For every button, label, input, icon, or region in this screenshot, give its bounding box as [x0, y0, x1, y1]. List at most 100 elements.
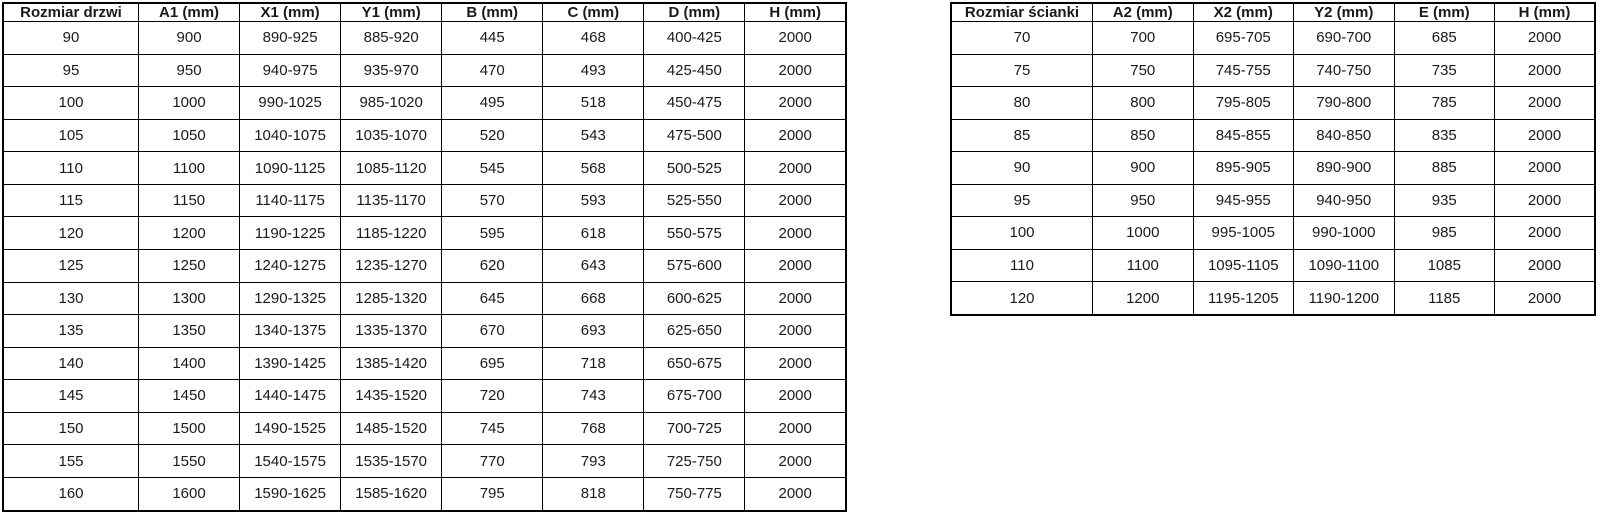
- wall-table-head: Rozmiar ścianki A2 (mm) X2 (mm) Y2 (mm) E (m…: [950, 2, 1596, 22]
- table-cell: 745-755: [1192, 53, 1294, 87]
- table-cell: 75: [950, 53, 1093, 87]
- table-cell: 1085-1120: [340, 151, 443, 185]
- table-cell: 518: [542, 86, 645, 120]
- table-cell: 525-550: [643, 183, 746, 218]
- table-cell: 1100: [137, 151, 241, 185]
- column-header: H (mm): [1494, 2, 1596, 22]
- table-row: 100 1000 995-1005 990-1000 985 2000: [950, 216, 1596, 250]
- column-header: Y1 (mm): [340, 2, 443, 22]
- table-row: 95 950 945-955 940-950 935 2000: [950, 183, 1596, 217]
- table-cell: 1400: [137, 346, 241, 381]
- table-cell: 1035-1070: [340, 118, 443, 153]
- table-cell: 400-425: [643, 21, 746, 55]
- table-cell: 595: [441, 216, 544, 250]
- table-row: 110 1100 1095-1105 1090-1100 1085 2000: [950, 248, 1596, 282]
- table-cell: 770: [441, 444, 544, 478]
- table-cell: 985: [1393, 216, 1495, 250]
- table-cell: 1300: [137, 281, 241, 316]
- table-cell: 1435-1520: [340, 379, 443, 413]
- table-cell: 600-625: [643, 281, 746, 316]
- table-cell: 543: [542, 118, 645, 153]
- table-cell: 645: [441, 281, 544, 316]
- table-cell: 2000: [1494, 21, 1596, 55]
- table-cell: 90: [950, 151, 1093, 185]
- table-cell: 95: [950, 183, 1093, 217]
- table-cell: 800: [1092, 86, 1194, 120]
- table-cell: 785: [1393, 86, 1495, 120]
- table-cell: 1185-1220: [340, 216, 443, 250]
- table-cell: 110: [2, 151, 139, 185]
- table-cell: 790-800: [1293, 86, 1395, 120]
- table-cell: 570: [441, 183, 544, 218]
- table-cell: 1190-1200: [1293, 281, 1395, 316]
- table-cell: 643: [542, 248, 645, 283]
- table-cell: 685: [1393, 21, 1495, 55]
- table-cell: 493: [542, 53, 645, 88]
- table-row: 75 750 745-755 740-750 735 2000: [950, 53, 1596, 87]
- table-cell: 1150: [137, 183, 241, 218]
- table-cell: 1440-1475: [239, 379, 342, 413]
- table-cell: 1285-1320: [340, 281, 443, 316]
- table-cell: 95: [2, 53, 139, 88]
- table-cell: 1340-1375: [239, 314, 342, 348]
- table-row: 120 1200 1190-1225 1185-1220 595 618 550-575 20…: [2, 216, 847, 250]
- header-row: Rozmiar ścianki A2 (mm) X2 (mm) Y2 (mm) E (m…: [950, 2, 1596, 22]
- table-cell: 2000: [744, 314, 847, 348]
- table-row: 125 1250 1240-1275 1235-1270 620 643 575-600 20…: [2, 248, 847, 283]
- table-cell: 445: [441, 21, 544, 55]
- table-cell: 743: [542, 379, 645, 413]
- table-row: 95 950 940-975 935-970 470 493 425-450 2000: [2, 53, 847, 88]
- table-row: 80 800 795-805 790-800 785 2000: [950, 86, 1596, 120]
- table-cell: 520: [441, 118, 544, 153]
- table-cell: 818: [542, 476, 645, 512]
- table-cell: 985-1020: [340, 86, 443, 120]
- table-cell: 940-950: [1293, 183, 1395, 217]
- table-cell: 125: [2, 248, 139, 283]
- table-cell: 2000: [744, 53, 847, 88]
- table-cell: 2000: [744, 183, 847, 218]
- table-cell: 793: [542, 444, 645, 478]
- table-cell: 995-1005: [1192, 216, 1294, 250]
- table-cell: 1535-1570: [340, 444, 443, 478]
- table-cell: 105: [2, 118, 139, 153]
- table-cell: 2000: [744, 86, 847, 120]
- table-cell: 2000: [744, 281, 847, 316]
- table-cell: 2000: [1494, 248, 1596, 282]
- table-cell: 1040-1075: [239, 118, 342, 153]
- table-cell: 115: [2, 183, 139, 218]
- table-cell: 593: [542, 183, 645, 218]
- table-cell: 2000: [1494, 53, 1596, 87]
- table-cell: 90: [2, 21, 139, 55]
- table-cell: 110: [950, 248, 1093, 282]
- table-row: 105 1050 1040-1075 1035-1070 520 543 475-500 20…: [2, 118, 847, 153]
- table-cell: 1200: [137, 216, 241, 250]
- table-cell: 1590-1625: [239, 476, 342, 512]
- table-cell: 750-775: [643, 476, 746, 512]
- table-cell: 120: [2, 216, 139, 250]
- table-cell: 670: [441, 314, 544, 348]
- table-cell: 500-525: [643, 151, 746, 185]
- table-cell: 700: [1092, 21, 1194, 55]
- table-cell: 1500: [137, 411, 241, 446]
- table-cell: 2000: [1494, 183, 1596, 217]
- table-cell: 495: [441, 86, 544, 120]
- table-cell: 145: [2, 379, 139, 413]
- table-cell: 1195-1205: [1192, 281, 1294, 316]
- wall-table-body: 70 700 695-705 690-700 685 2000 75 750 745-755 74…: [950, 21, 1596, 316]
- table-cell: 1200: [1092, 281, 1194, 316]
- table-cell: 840-850: [1293, 118, 1395, 152]
- table-cell: 720: [441, 379, 544, 413]
- table-cell: 900: [1092, 151, 1194, 185]
- table-cell: 618: [542, 216, 645, 250]
- table-cell: 100: [2, 86, 139, 120]
- table-cell: 1550: [137, 444, 241, 478]
- table-cell: 1450: [137, 379, 241, 413]
- table-cell: 80: [950, 86, 1093, 120]
- table-cell: 2000: [744, 444, 847, 478]
- column-header: Y2 (mm): [1293, 2, 1395, 22]
- table-cell: 625-650: [643, 314, 746, 348]
- table-cell: 545: [441, 151, 544, 185]
- table-row: 135 1350 1340-1375 1335-1370 670 693 625-650 20…: [2, 314, 847, 348]
- table-cell: 475-500: [643, 118, 746, 153]
